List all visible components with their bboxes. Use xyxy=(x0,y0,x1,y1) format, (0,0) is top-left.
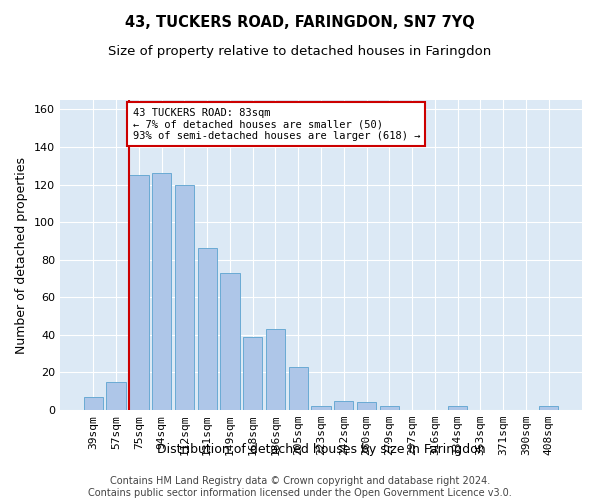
Bar xyxy=(266,329,285,410)
Bar xyxy=(243,336,262,410)
Text: 43, TUCKERS ROAD, FARINGDON, SN7 7YQ: 43, TUCKERS ROAD, FARINGDON, SN7 7YQ xyxy=(125,15,475,30)
Bar xyxy=(106,382,126,410)
Bar xyxy=(220,273,239,410)
Bar xyxy=(357,402,376,410)
Bar xyxy=(289,367,308,410)
Bar xyxy=(175,184,194,410)
Text: Size of property relative to detached houses in Faringdon: Size of property relative to detached ho… xyxy=(109,45,491,58)
Text: 43 TUCKERS ROAD: 83sqm
← 7% of detached houses are smaller (50)
93% of semi-deta: 43 TUCKERS ROAD: 83sqm ← 7% of detached … xyxy=(133,108,420,140)
Bar xyxy=(380,406,399,410)
Bar xyxy=(539,406,558,410)
Text: Distribution of detached houses by size in Faringdon: Distribution of detached houses by size … xyxy=(157,442,485,456)
Bar xyxy=(197,248,217,410)
Bar xyxy=(129,175,149,410)
Text: Contains HM Land Registry data © Crown copyright and database right 2024.
Contai: Contains HM Land Registry data © Crown c… xyxy=(88,476,512,498)
Bar xyxy=(334,400,353,410)
Bar xyxy=(84,397,103,410)
Bar xyxy=(448,406,467,410)
Bar xyxy=(311,406,331,410)
Y-axis label: Number of detached properties: Number of detached properties xyxy=(16,156,28,354)
Bar xyxy=(152,174,172,410)
